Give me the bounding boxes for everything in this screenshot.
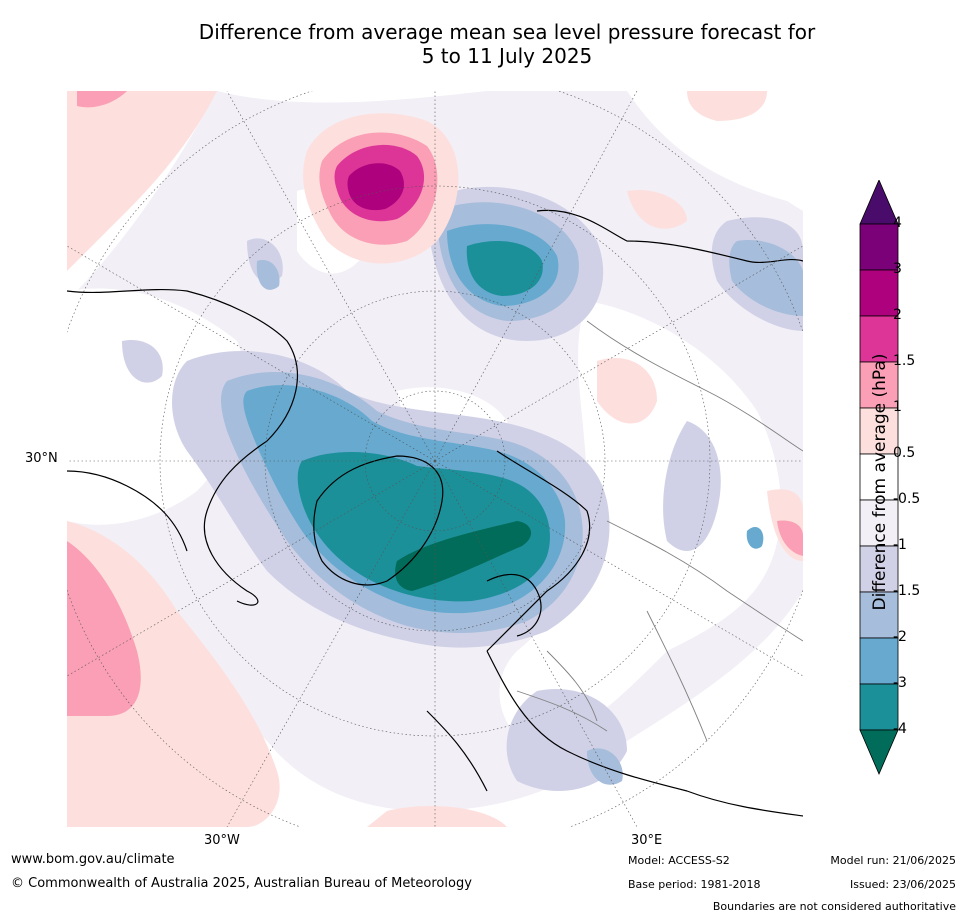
greenland-coast	[313, 455, 444, 586]
colorbar-tick-label: -1.5	[893, 583, 921, 599]
lon-label-30w: 30°W	[204, 833, 240, 848]
north-america-coast	[67, 288, 298, 606]
colorbar-bin	[859, 499, 899, 547]
anomaly-fill-minus-3	[297, 241, 550, 602]
title-line-2: 5 to 11 July 2025	[421, 44, 593, 68]
colorbar-bin	[859, 453, 899, 501]
colorbar-bin	[859, 545, 899, 593]
colorbar-tick-label: -2	[893, 629, 907, 645]
footer-issued: Issued: 23/06/2025	[849, 878, 956, 891]
colorbar-tick-label: -1	[893, 537, 907, 553]
footer-url: www.bom.gov.au/climate	[11, 852, 175, 867]
coastlines	[67, 209, 803, 817]
colorbar-tick-label: 3	[893, 261, 902, 277]
footer-model-run: Model run: 21/06/2025	[830, 854, 956, 867]
lat-label-30n: 30°N	[25, 451, 58, 466]
anomaly-fill-plus-2	[347, 163, 404, 211]
colorbar-tick-label: 0.5	[893, 445, 916, 461]
country-borders	[516, 320, 803, 742]
colorbar-tick-label: 1	[893, 399, 902, 415]
colorbar-tick-label: 2	[893, 307, 902, 323]
footer-base-period: Base period: 1981-2018	[628, 878, 761, 891]
eurasia-coast	[426, 209, 803, 817]
colorbar-tick-label: -4	[893, 721, 907, 737]
graticule	[67, 91, 803, 827]
title-line-1: Difference from average mean sea level p…	[198, 20, 816, 44]
colorbar	[859, 180, 899, 776]
chart-title: Difference from average mean sea level p…	[0, 20, 965, 68]
colorbar-extend-min	[859, 729, 899, 776]
footer-disclaimer: Boundaries are not considered authoritat…	[712, 900, 956, 913]
footer-model: Model: ACCESS-S2	[628, 854, 730, 867]
colorbar-tick-label: -3	[893, 675, 907, 691]
colorbar-tick-label: 4	[893, 215, 902, 231]
pressure-anomaly-map	[67, 91, 803, 827]
anomaly-fill-minus-4	[395, 521, 532, 591]
lon-label-30e: 30°E	[631, 833, 663, 848]
footer-copyright: © Commonwealth of Australia 2025, Austra…	[11, 876, 472, 891]
colorbar-tick-label: -0.5	[893, 491, 921, 507]
colorbar-bin	[859, 223, 899, 271]
colorbar-bin	[859, 361, 899, 409]
colorbar-bin	[859, 591, 899, 639]
colorbar-title: Difference from average (hPa)	[870, 353, 890, 611]
colorbar-tick-label: 1.5	[893, 353, 916, 369]
colorbar-bin	[859, 683, 899, 731]
colorbar-bin	[859, 637, 899, 685]
scandinavia-coast	[486, 573, 542, 637]
